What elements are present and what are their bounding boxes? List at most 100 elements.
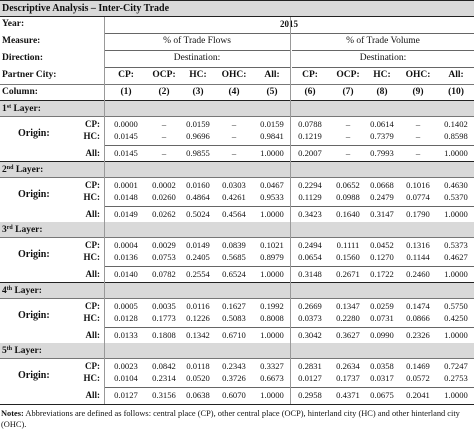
column-num-9: (9) xyxy=(412,87,424,97)
partner-col-9: OHC: xyxy=(405,70,431,80)
table-cell: – xyxy=(161,131,167,141)
table-cell: 0.0001 xyxy=(114,179,138,190)
table-cell: 0.7379 xyxy=(370,131,394,141)
layer-bottom-rule xyxy=(0,161,474,162)
partner-col-1: CP: xyxy=(118,70,134,80)
layer-ordinal: 3 xyxy=(2,225,7,236)
year-label: Year: xyxy=(2,19,25,29)
column-num-5: (5) xyxy=(266,87,278,97)
table-cell: 0.0000 xyxy=(114,119,138,129)
layer-ordinal-suffix: th xyxy=(6,285,13,292)
table-cell: 0.9533 xyxy=(260,191,284,202)
table-cell: 0.3627 xyxy=(336,329,360,340)
layer-label: Layer: xyxy=(12,225,43,236)
table-row: CP: 0.0005 0.0035 0.0116 0.1627 0.1992 0.2669 0… xyxy=(0,301,474,313)
row-tag: HC: xyxy=(83,191,101,202)
table-cell: 0.3156 xyxy=(152,390,176,401)
layer-ordinal: 1 xyxy=(2,104,7,114)
layer-label: Layer: xyxy=(12,285,42,296)
table-cell: 0.2669 xyxy=(298,300,322,311)
table-cell: 0.0127 xyxy=(114,390,138,401)
layer-header-rule xyxy=(0,116,474,117)
table-cell: 0.4261 xyxy=(222,191,246,202)
table-cell: 0.0148 xyxy=(114,191,138,202)
table-cell: 0.0753 xyxy=(152,252,176,263)
year-rule xyxy=(104,33,474,34)
column-num-1: (1) xyxy=(120,87,132,97)
partner-col-6: CP: xyxy=(302,70,318,80)
origin-label: Origin: xyxy=(18,188,50,200)
table-cell: 0.2280 xyxy=(336,312,360,323)
table-bottom-rule xyxy=(0,404,474,405)
table-cell: – xyxy=(231,131,237,141)
layer-title: 1st Layer: xyxy=(2,104,41,115)
layer-ordinal: 2 xyxy=(2,164,7,175)
table-cell: 0.0145 xyxy=(114,131,138,141)
direction-right: Destination: xyxy=(359,53,407,63)
table-cell: 0.0149 xyxy=(114,208,138,219)
layer-label: Layer: xyxy=(13,164,44,175)
table-cell: 0.0839 xyxy=(222,240,246,251)
table-cell: 0.0160 xyxy=(186,179,210,190)
table-cell: 0.6673 xyxy=(260,373,284,384)
header-bottom-rule xyxy=(0,100,474,101)
table-cell: 0.5373 xyxy=(444,240,468,251)
table-cell: 0.2494 xyxy=(298,240,322,251)
table-cell: 0.0652 xyxy=(336,179,360,190)
table-cell: – xyxy=(231,148,237,158)
table-title: Descriptive Analysis – Inter-City Trade xyxy=(0,0,474,17)
table-cell: 0.0638 xyxy=(186,390,210,401)
table-cell: 0.1627 xyxy=(222,300,246,311)
table-row: All: 0.0140 0.0782 0.2554 0.6524 1.0000 0.3148… xyxy=(0,269,474,281)
table-cell: 1.0000 xyxy=(260,390,284,401)
table-cell: 0.1144 xyxy=(406,252,430,263)
table-cell: 0.0159 xyxy=(260,119,284,129)
table-cell: 0.0136 xyxy=(114,252,138,263)
table-cell: 1.0000 xyxy=(260,148,284,158)
layer-label: Layer: xyxy=(12,346,42,357)
table-cell: 0.3147 xyxy=(370,208,394,219)
table-cell: 0.0373 xyxy=(298,312,322,323)
year-row: Year: 2015 xyxy=(0,17,474,33)
table-row: HC: 0.0104 0.2314 0.0520 0.3726 0.6673 0.0127 0… xyxy=(0,373,474,385)
partner-city-row: Partner City: CP: OCP: HC: OHC: All: CP: OCP: H… xyxy=(0,68,474,84)
table-cell: 0.2634 xyxy=(336,361,360,372)
table-cell: – xyxy=(231,119,237,129)
partner-col-8: HC: xyxy=(373,70,391,80)
column-num-8: (8) xyxy=(376,87,388,97)
layer-header-rule xyxy=(0,237,474,239)
table-cell: 0.4630 xyxy=(444,179,468,190)
table-row: All: 0.0133 0.1808 0.1342 0.6710 1.0000 0.3042… xyxy=(0,330,474,342)
table-cell: 0.9855 xyxy=(186,148,210,158)
direction-row: Direction: Destination: Destination: xyxy=(0,51,474,67)
table-cell: 0.8598 xyxy=(444,131,468,141)
table-cell: 0.0023 xyxy=(114,361,138,372)
row-tag: CP: xyxy=(85,240,100,251)
measure-trade-volume: % of Trade Volume xyxy=(346,36,420,46)
row-tag: All: xyxy=(85,208,101,219)
partner-col-4: OHC: xyxy=(221,70,247,80)
layer-bottom-rule xyxy=(0,282,474,284)
row-tag: All: xyxy=(85,390,101,401)
table-cell: 0.0035 xyxy=(152,300,176,311)
table-row: All: 0.0127 0.3156 0.0638 0.6070 1.0000 0.2958… xyxy=(0,390,474,402)
notes-text: Abbreviations are defined as follows: ce… xyxy=(1,409,460,429)
table-row: CP: 0.0023 0.0842 0.0118 0.2343 0.3327 0.2831 0… xyxy=(0,361,474,373)
table-cell: – xyxy=(161,148,167,158)
table-cell: 0.0842 xyxy=(152,361,176,372)
table-cell: 0.0004 xyxy=(114,240,138,251)
table-cell: 0.9696 xyxy=(186,131,210,141)
row-tag: CP: xyxy=(85,119,100,129)
table-cell: 0.0005 xyxy=(114,300,138,311)
column-label: Column: xyxy=(2,87,38,97)
table-cell: 0.4627 xyxy=(444,252,468,263)
table-cell: 0.1469 xyxy=(406,361,430,372)
direction-label: Direction: xyxy=(2,53,43,63)
column-separator xyxy=(290,17,291,404)
table-cell: 0.0140 xyxy=(114,269,138,280)
table-cell: 0.0774 xyxy=(406,191,430,202)
subtotal-rule xyxy=(104,326,474,328)
row-tag: All: xyxy=(85,269,101,280)
table-row: HC: 0.0145 – 0.9696 – 0.9841 0.1219 – 0.7379 – 0.8… xyxy=(0,131,474,143)
